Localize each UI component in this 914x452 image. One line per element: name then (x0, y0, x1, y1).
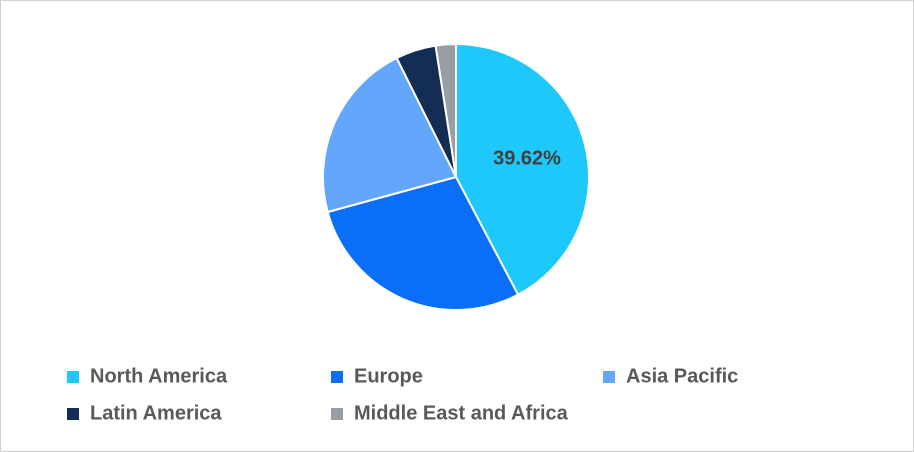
legend-label: Europe (354, 365, 423, 387)
legend-swatch (603, 371, 615, 383)
legend-label: Middle East and Africa (354, 402, 569, 424)
legend-swatch (67, 371, 79, 383)
pie-slice (326, 175, 520, 311)
legend-swatch (331, 408, 343, 420)
pie-slice (434, 42, 457, 178)
data-label: 39.62% (493, 148, 561, 170)
pie-slice (322, 56, 458, 214)
pie-slice (455, 42, 590, 296)
legend-label: North America (90, 365, 228, 387)
legend-swatch (67, 408, 79, 420)
legend-swatch (331, 371, 343, 383)
legend-label: Latin America (90, 402, 222, 424)
legend-label: Asia Pacific (626, 365, 738, 387)
